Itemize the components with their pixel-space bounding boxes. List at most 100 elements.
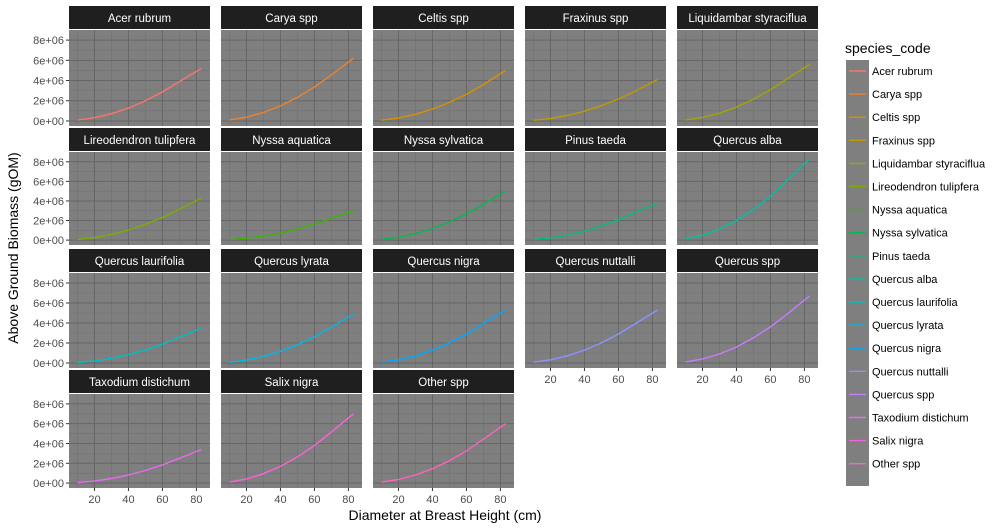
panel-background [221,30,362,126]
facet-panel-quercus-lyrata: Quercus lyrata [221,249,362,368]
panel-background [69,394,210,488]
series-line-taxodium-distichum [77,448,202,484]
facet-panel-quercus-laurifolia: Quercus laurifolia [69,249,210,368]
legend-item-salix-nigra: Salix nigra [849,436,924,448]
y-tick-label: 8e+06 [33,157,64,169]
legend-label: Quercus laurifolia [872,297,958,309]
facet-strip [525,128,666,151]
y-tick-label: 0e+00 [33,235,64,247]
facet-strip-label: Liquidambar styraciflua [688,13,807,25]
panel-background [677,273,818,368]
facet-strip-label: Celtis spp [418,13,469,25]
facet-panel-carya-spp: Carya spp [221,6,362,126]
panel-background [69,273,210,368]
facet-panels: Acer rubrum Carya spp Celtis spp Fraxinus s… [69,6,818,488]
legend-item-quercus-nuttalli: Quercus nuttalli [849,366,948,378]
legend-item-lireodendron-tulipfera: Lireodendron tulipfera [849,182,980,194]
panel-background [69,30,210,126]
x-tick-label: 80 [646,374,658,386]
legend-label: Liquidambar styraciflua [872,158,986,170]
x-tick-label: 20 [392,494,404,506]
legend: species_code Acer rubrum Carya spp Celtis … [845,40,986,486]
legend-label: Other spp [872,459,920,471]
facet-strip-label: Quercus lyrata [254,256,329,268]
series-line-quercus-spp [685,295,810,363]
legend-item-other-spp: Other spp [849,459,920,471]
facet-strip-label: Other spp [418,377,469,389]
facet-panel-lireodendron-tulipfera: Lireodendron tulipfera [69,128,210,245]
x-tick-label: 40 [122,494,134,506]
y-tick-label: 2e+06 [33,96,64,108]
legend-label: Lireodendron tulipfera [872,182,980,194]
y-tick-label: 4e+06 [33,76,64,88]
facet-strip [373,249,514,272]
series-line-quercus-nuttalli [533,309,658,363]
y-tick-label: 2e+06 [33,338,64,350]
legend-label: Fraxinus spp [872,135,935,147]
panel-background [677,30,818,126]
x-tick-label: 40 [274,494,286,506]
legend-item-quercus-spp: Quercus spp [849,389,934,401]
x-tick-label: 80 [798,374,810,386]
facet-strip [221,128,362,151]
facet-strip-label: Pinus taeda [565,135,626,147]
facet-strip [221,6,362,29]
y-tick-label: 6e+06 [33,419,64,431]
facet-strip-label: Acer rubrum [108,13,171,25]
panel-background [69,152,210,245]
facet-strip-label: Nyssa aquatica [252,135,331,147]
x-tick-label: 20 [240,494,252,506]
facet-strip [69,6,210,29]
facet-strip-label: Quercus nigra [407,256,480,268]
y-tick-label: 8e+06 [33,35,64,47]
panel-background [373,394,514,488]
legend-label: Salix nigra [872,436,924,448]
facet-strip-label: Fraxinus spp [563,13,629,25]
facet-strip [525,6,666,29]
series-line-salix-nigra [229,413,354,483]
facet-strip-label: Carya spp [265,13,317,25]
series-line-quercus-alba [685,158,810,240]
x-tick-label: 60 [308,494,320,506]
x-tick-label: 80 [342,494,354,506]
legend-label: Celtis spp [872,112,920,124]
legend-item-liquidambar-styraciflua: Liquidambar styraciflua [849,158,986,170]
series-line-liquidambar-styraciflua [685,63,810,121]
legend-label: Quercus nuttalli [872,366,948,378]
panel-background [373,152,514,245]
series-line-quercus-nigra [381,309,506,363]
x-tick-label: 80 [494,494,506,506]
facet-strip [373,370,514,393]
y-tick-label: 4e+06 [33,318,64,330]
x-tick-label: 60 [612,374,624,386]
legend-item-quercus-alba: Quercus alba [849,274,938,286]
facet-panel-acer-rubrum: Acer rubrum [69,6,210,126]
facet-panel-taxodium-distichum: Taxodium distichum [69,370,210,488]
y-tick-label: 6e+06 [33,176,64,188]
facet-panel-celtis-spp: Celtis spp [373,6,514,126]
y-tick-label: 4e+06 [33,196,64,208]
legend-item-quercus-nigra: Quercus nigra [849,343,942,355]
legend-label: Pinus taeda [872,251,931,263]
legend-key-background [846,60,869,486]
facet-strip-label: Quercus laurifolia [95,256,185,268]
facet-panel-quercus-alba: Quercus alba [677,128,818,245]
facet-panel-liquidambar-styraciflua: Liquidambar styraciflua [677,6,818,126]
facet-strip [221,370,362,393]
panel-background [525,273,666,368]
legend-item-fraxinus-spp: Fraxinus spp [849,135,935,147]
facet-strip [69,249,210,272]
legend-label: Taxodium distichum [872,413,969,425]
legend-item-pinus-taeda: Pinus taeda [849,251,931,263]
series-line-nyssa-aquatica [229,210,354,241]
legend-label: Nyssa aquatica [872,205,948,217]
panel-background [525,30,666,126]
x-tick-label: 80 [190,494,202,506]
facet-strip [373,128,514,151]
facet-strip [221,249,362,272]
legend-title: species_code [845,40,931,56]
legend-item-carya-spp: Carya spp [849,89,922,101]
legend-item-quercus-lyrata: Quercus lyrata [849,320,944,332]
facet-panel-quercus-spp: Quercus spp [677,249,818,368]
y-tick-label: 6e+06 [33,298,64,310]
